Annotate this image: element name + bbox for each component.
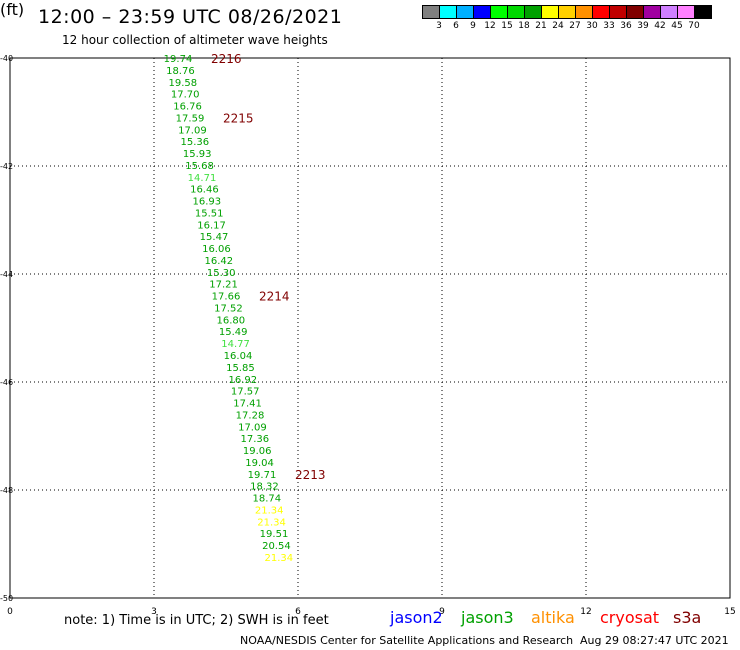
wave-height-point: 18.74	[252, 494, 281, 505]
wave-height-point: 17.66	[212, 292, 241, 303]
y-tick-label: -50	[0, 594, 13, 603]
color-scale-label: 33	[603, 21, 615, 31]
color-scale-label: 42	[654, 21, 666, 31]
wave-height-point: 16.46	[190, 185, 219, 196]
x-tick-label: 9	[439, 607, 445, 617]
color-scale-label: 18	[518, 21, 530, 31]
y-tick-label: -42	[0, 162, 13, 171]
wave-height-point: 16.04	[224, 351, 253, 362]
wave-height-point: 14.77	[221, 339, 250, 350]
wave-height-point: 15.47	[200, 232, 229, 243]
wave-height-point: 15.30	[207, 268, 236, 279]
color-scale-label: 15	[501, 21, 513, 31]
wave-height-point: 15.36	[180, 137, 209, 148]
wave-height-point: 19.51	[260, 529, 289, 540]
wave-height-point: 21.34	[264, 553, 293, 564]
x-tick-label: 15	[724, 607, 735, 617]
color-scale-unit: (ft)	[0, 0, 25, 19]
y-tick-label: -46	[0, 378, 13, 387]
color-scale-label: 45	[671, 21, 683, 31]
chart-subtitle: 12 hour collection of altimeter wave hei…	[62, 33, 328, 47]
wave-height-point: 20.54	[262, 541, 291, 552]
plot-frame	[9, 57, 731, 599]
wave-height-point: 16.42	[204, 256, 233, 267]
wave-height-point: 15.85	[226, 363, 255, 374]
wave-height-point: 17.09	[238, 422, 267, 433]
color-scale-label: 70	[688, 21, 700, 31]
satellite-cryosat-label: cryosat	[600, 608, 660, 627]
color-scale-legend: 3 6 9 12 15 18 21 24 27 30 33 36 39 42 45 70	[422, 5, 712, 35]
wave-height-point: 16.92	[228, 375, 257, 386]
time-mark-label: 2213	[295, 468, 326, 482]
wave-height-point: 16.17	[197, 220, 226, 231]
wave-height-point: 18.32	[250, 482, 279, 493]
satellite-altika-label: altika	[531, 608, 575, 627]
wave-height-point: 17.09	[178, 125, 207, 136]
wave-height-point: 15.68	[185, 161, 214, 172]
time-mark-label: 2214	[259, 290, 290, 304]
wave-height-point: 19.06	[243, 446, 272, 457]
color-scale-swatches	[422, 5, 712, 19]
color-scale-label: 24	[552, 21, 564, 31]
wave-height-point: 17.70	[171, 90, 200, 101]
wave-height-point: 17.59	[176, 113, 205, 124]
color-scale-label: 27	[569, 21, 581, 31]
footer-note: note: 1) Time is in UTC; 2) SWH is in fe…	[64, 613, 329, 628]
wave-height-point: 17.21	[209, 280, 238, 291]
wave-height-point: 16.93	[192, 197, 221, 208]
x-tick-label: 6	[295, 607, 301, 617]
wave-height-point: 17.57	[231, 387, 260, 398]
color-scale-label: 12	[484, 21, 496, 31]
color-scale-labels: 3 6 9 12 15 18 21 24 27 30 33 36 39 42 45 70	[422, 21, 711, 35]
wave-height-point: 16.06	[202, 244, 231, 255]
wave-height-point: 16.76	[173, 102, 202, 113]
y-tick-label: -48	[0, 486, 13, 495]
color-scale-label: 21	[535, 21, 547, 31]
wave-height-point: 17.28	[236, 410, 265, 421]
time-mark-label: 2216	[211, 52, 242, 66]
x-tick-label: 12	[580, 607, 591, 617]
time-mark-label: 2215	[223, 111, 254, 125]
wave-height-point: 15.51	[195, 208, 224, 219]
wave-height-point: 15.93	[183, 149, 212, 160]
wave-height-point: 19.04	[245, 458, 274, 469]
wave-height-point: 16.80	[216, 315, 245, 326]
wave-height-point: 19.74	[164, 54, 193, 65]
wave-height-point: 19.71	[248, 470, 277, 481]
color-scale-label: 6	[453, 21, 459, 31]
satellite-jason3-label: jason3	[461, 608, 514, 627]
wave-height-point: 17.36	[240, 434, 269, 445]
timestamp-text: Aug 29 08:27:47 UTC 2021	[580, 634, 729, 647]
satellite-jason2-label: jason2	[390, 608, 443, 627]
color-scale-label: 36	[620, 21, 632, 31]
color-scale-label: 3	[436, 21, 442, 31]
chart-title: 12:00 – 23:59 UTC 08/26/2021	[38, 6, 343, 28]
wave-height-point: 19.58	[168, 78, 197, 89]
wave-height-point: 21.34	[257, 517, 286, 528]
wave-height-point: 14.71	[188, 173, 217, 184]
satellite-s3a-label: s3a	[673, 608, 702, 627]
wave-height-point: 17.41	[233, 399, 262, 410]
wave-height-point: 17.52	[214, 303, 243, 314]
credit-text: NOAA/NESDIS Center for Satellite Applica…	[240, 634, 574, 647]
x-tick-label: 3	[151, 607, 157, 617]
color-scale-label: 30	[586, 21, 598, 31]
color-scale-label: 39	[637, 21, 649, 31]
y-tick-label: -40	[0, 54, 13, 63]
wave-height-point: 15.49	[219, 327, 248, 338]
wave-height-point: 21.34	[255, 505, 284, 516]
wave-height-point: 18.76	[166, 66, 195, 77]
color-scale-label: 9	[470, 21, 476, 31]
color-swatch	[694, 5, 712, 19]
x-tick-label: 0	[7, 607, 13, 617]
y-tick-label: -44	[0, 270, 13, 279]
